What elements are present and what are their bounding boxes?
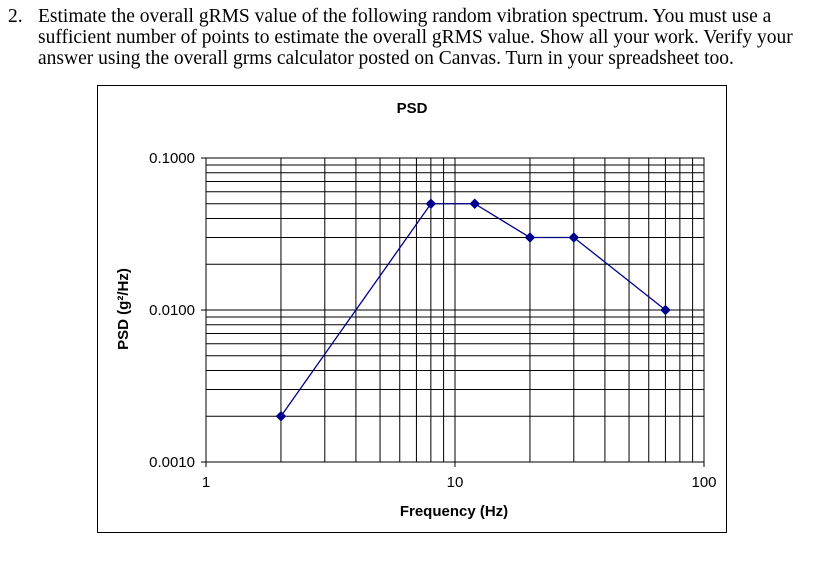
chart-frame xyxy=(97,85,727,533)
x-tick-label: 1 xyxy=(202,474,210,491)
x-tick-label: 10 xyxy=(447,474,464,491)
data-point-marker xyxy=(425,198,437,210)
y-tick-label: 0.1000 xyxy=(149,150,195,167)
data-point-marker xyxy=(524,232,536,243)
axis-ticks: 0.0010 0.0100 0.1000 1 10 100 xyxy=(149,150,716,491)
x-tick-label: 100 xyxy=(691,474,716,491)
x-axis-label: Frequency (Hz) xyxy=(400,503,508,520)
question-text: Estimate the overall gRMS value of the f… xyxy=(38,6,793,69)
y-tick-label: 0.0010 xyxy=(149,454,195,471)
data-point-marker xyxy=(660,304,671,316)
chart-title: PSD xyxy=(397,100,428,117)
series-group xyxy=(275,198,671,422)
y-axis-label: PSD (g²/Hz) xyxy=(115,268,132,350)
chart-grid xyxy=(205,158,704,463)
data-point-marker xyxy=(469,198,481,210)
data-point-marker xyxy=(275,410,287,422)
y-tick-label: 0.0100 xyxy=(149,302,195,319)
question-number: 2. xyxy=(8,6,23,27)
series-line xyxy=(280,203,666,417)
data-point-marker xyxy=(568,232,580,243)
